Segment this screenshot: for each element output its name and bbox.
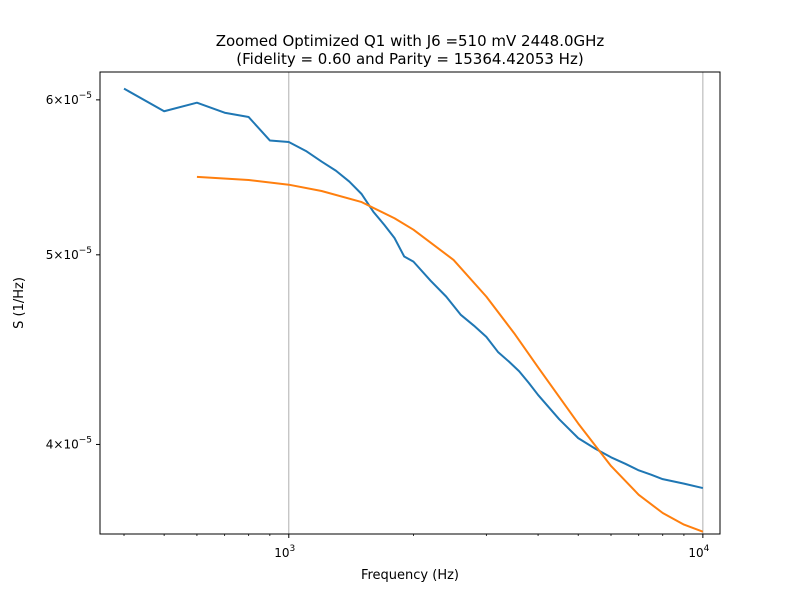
y-axis-label: S (1/Hz) (12, 277, 27, 329)
plot-frame (99, 71, 721, 535)
x-axis-label: Frequency (Hz) (361, 568, 459, 583)
chart-title-line1: Zoomed Optimized Q1 with J6 =510 mV 2448… (216, 32, 605, 50)
y-tick-label: 6×10−5 (46, 91, 92, 107)
series-line-2 (196, 175, 704, 533)
grid-layer (288, 72, 704, 534)
y-tick-label: 5×10−5 (46, 246, 92, 262)
chart-title-line2: (Fidelity = 0.60 and Parity = 15364.4205… (236, 50, 583, 68)
series-layer (123, 87, 704, 533)
y-tick-label: 4×10−5 (46, 435, 92, 451)
y-tick-layer: 4×10−5 5×10−5 6×10−5 (46, 91, 100, 451)
x-tick-label: 104 (688, 544, 709, 560)
x-tick-label: 103 (274, 544, 295, 560)
x-tick-layer: 103 104 (123, 534, 710, 560)
series-line-1 (123, 87, 704, 490)
